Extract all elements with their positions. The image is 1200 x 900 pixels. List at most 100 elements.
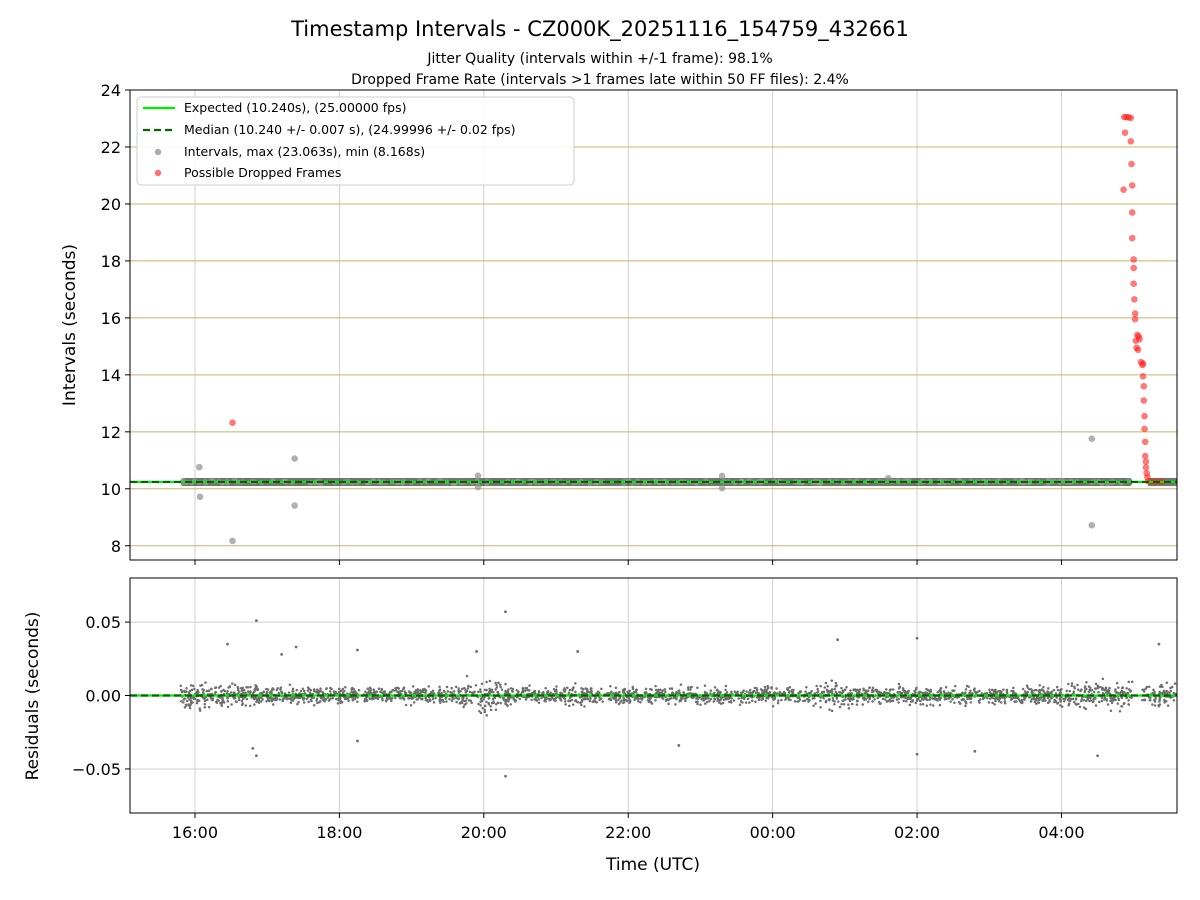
residual-point [741,701,744,704]
residual-point [958,702,962,705]
residual-point [366,687,369,690]
residual-point [250,696,253,699]
residual-point [828,698,831,702]
residual-point [257,697,261,701]
residual-point [830,709,834,713]
residual-point [369,687,372,691]
residual-point [1106,691,1110,694]
residual-point [214,686,218,689]
residual-point [499,695,502,699]
residual-point [1127,699,1130,702]
residual-point [1125,696,1128,700]
residual-point [328,690,332,693]
residual-point [1033,689,1036,692]
residual-point [339,689,342,693]
residual-point [826,690,829,693]
residual-point [296,702,299,706]
residual-point [674,703,677,706]
residual-point [755,686,758,690]
residual-point [272,697,275,701]
residual-point [179,684,183,687]
residual-point [188,706,192,710]
residual-point [544,687,547,690]
residual-point [438,688,441,692]
residual-point [835,696,838,700]
residual-point [546,690,550,694]
residual-point [1055,696,1058,699]
residual-point [552,688,556,691]
residual-point [1163,701,1166,704]
residual-point [588,699,592,703]
residual-point [479,690,482,694]
residual-point [193,687,196,691]
residual-point [1038,691,1041,695]
residual-point [1083,685,1087,688]
residual-point [631,687,635,691]
dropped-frame-point [1141,412,1148,420]
residual-point [1121,690,1124,694]
residual-outlier-point [1096,754,1099,758]
residual-point [925,704,929,707]
legend-dropped-label: Possible Dropped Frames [184,165,341,180]
residual-point [319,687,322,690]
residual-point [318,700,322,703]
residual-point [390,690,393,694]
residual-point [504,700,507,704]
residual-point [983,692,986,696]
residual-point [961,691,964,694]
residual-point [319,689,322,693]
residual-point [951,697,954,701]
residual-point [736,691,739,694]
interval-outlier-point [229,537,236,545]
residual-point [1035,696,1039,700]
dropped-frame-point [1128,234,1136,242]
interval-outlier-point [196,493,204,501]
residual-point [1127,703,1130,706]
residual-point [1101,691,1105,695]
residual-point [699,703,702,706]
residual-point [483,708,486,712]
residual-point [291,690,294,693]
residual-point [654,684,657,688]
residual-outlier-point [475,650,478,653]
residual-point [669,696,673,700]
legend-intervals-label: Intervals, max (23.063s), min (8.168s) [184,144,425,159]
residual-point [1126,691,1130,695]
residual-point [370,697,374,700]
residual-point [215,700,218,704]
residual-point [640,698,644,701]
x-axis-label: Time (UTC) [605,855,700,875]
residual-point [464,691,468,694]
residual-point [203,702,207,706]
residual-point [1072,692,1075,695]
residual-point [1011,696,1015,700]
residual-point [568,688,572,692]
residual-point [492,691,495,694]
residual-point [580,700,583,704]
residual-point [226,690,229,693]
residual-point [485,700,488,704]
residual-point [463,686,466,690]
residual-point [614,691,618,694]
residual-point [686,688,690,691]
residual-point [776,701,780,705]
residual-point [1101,677,1105,681]
residual-point [507,697,511,701]
residual-point [951,689,954,692]
residual-point [1030,691,1033,694]
residual-point [551,696,554,700]
residual-point [483,710,487,714]
residual-point [868,686,871,689]
residual-point [729,700,733,703]
residual-point [1161,685,1164,689]
residual-point [675,696,678,699]
residual-point [1165,689,1168,693]
legend-intervals-swatch [154,148,162,156]
residual-point [483,704,487,707]
residual-point [595,700,599,704]
residual-point [1097,691,1100,694]
residual-point [440,691,444,695]
residual-point [202,692,205,695]
residual-point [661,696,664,699]
residual-point [1065,689,1068,693]
